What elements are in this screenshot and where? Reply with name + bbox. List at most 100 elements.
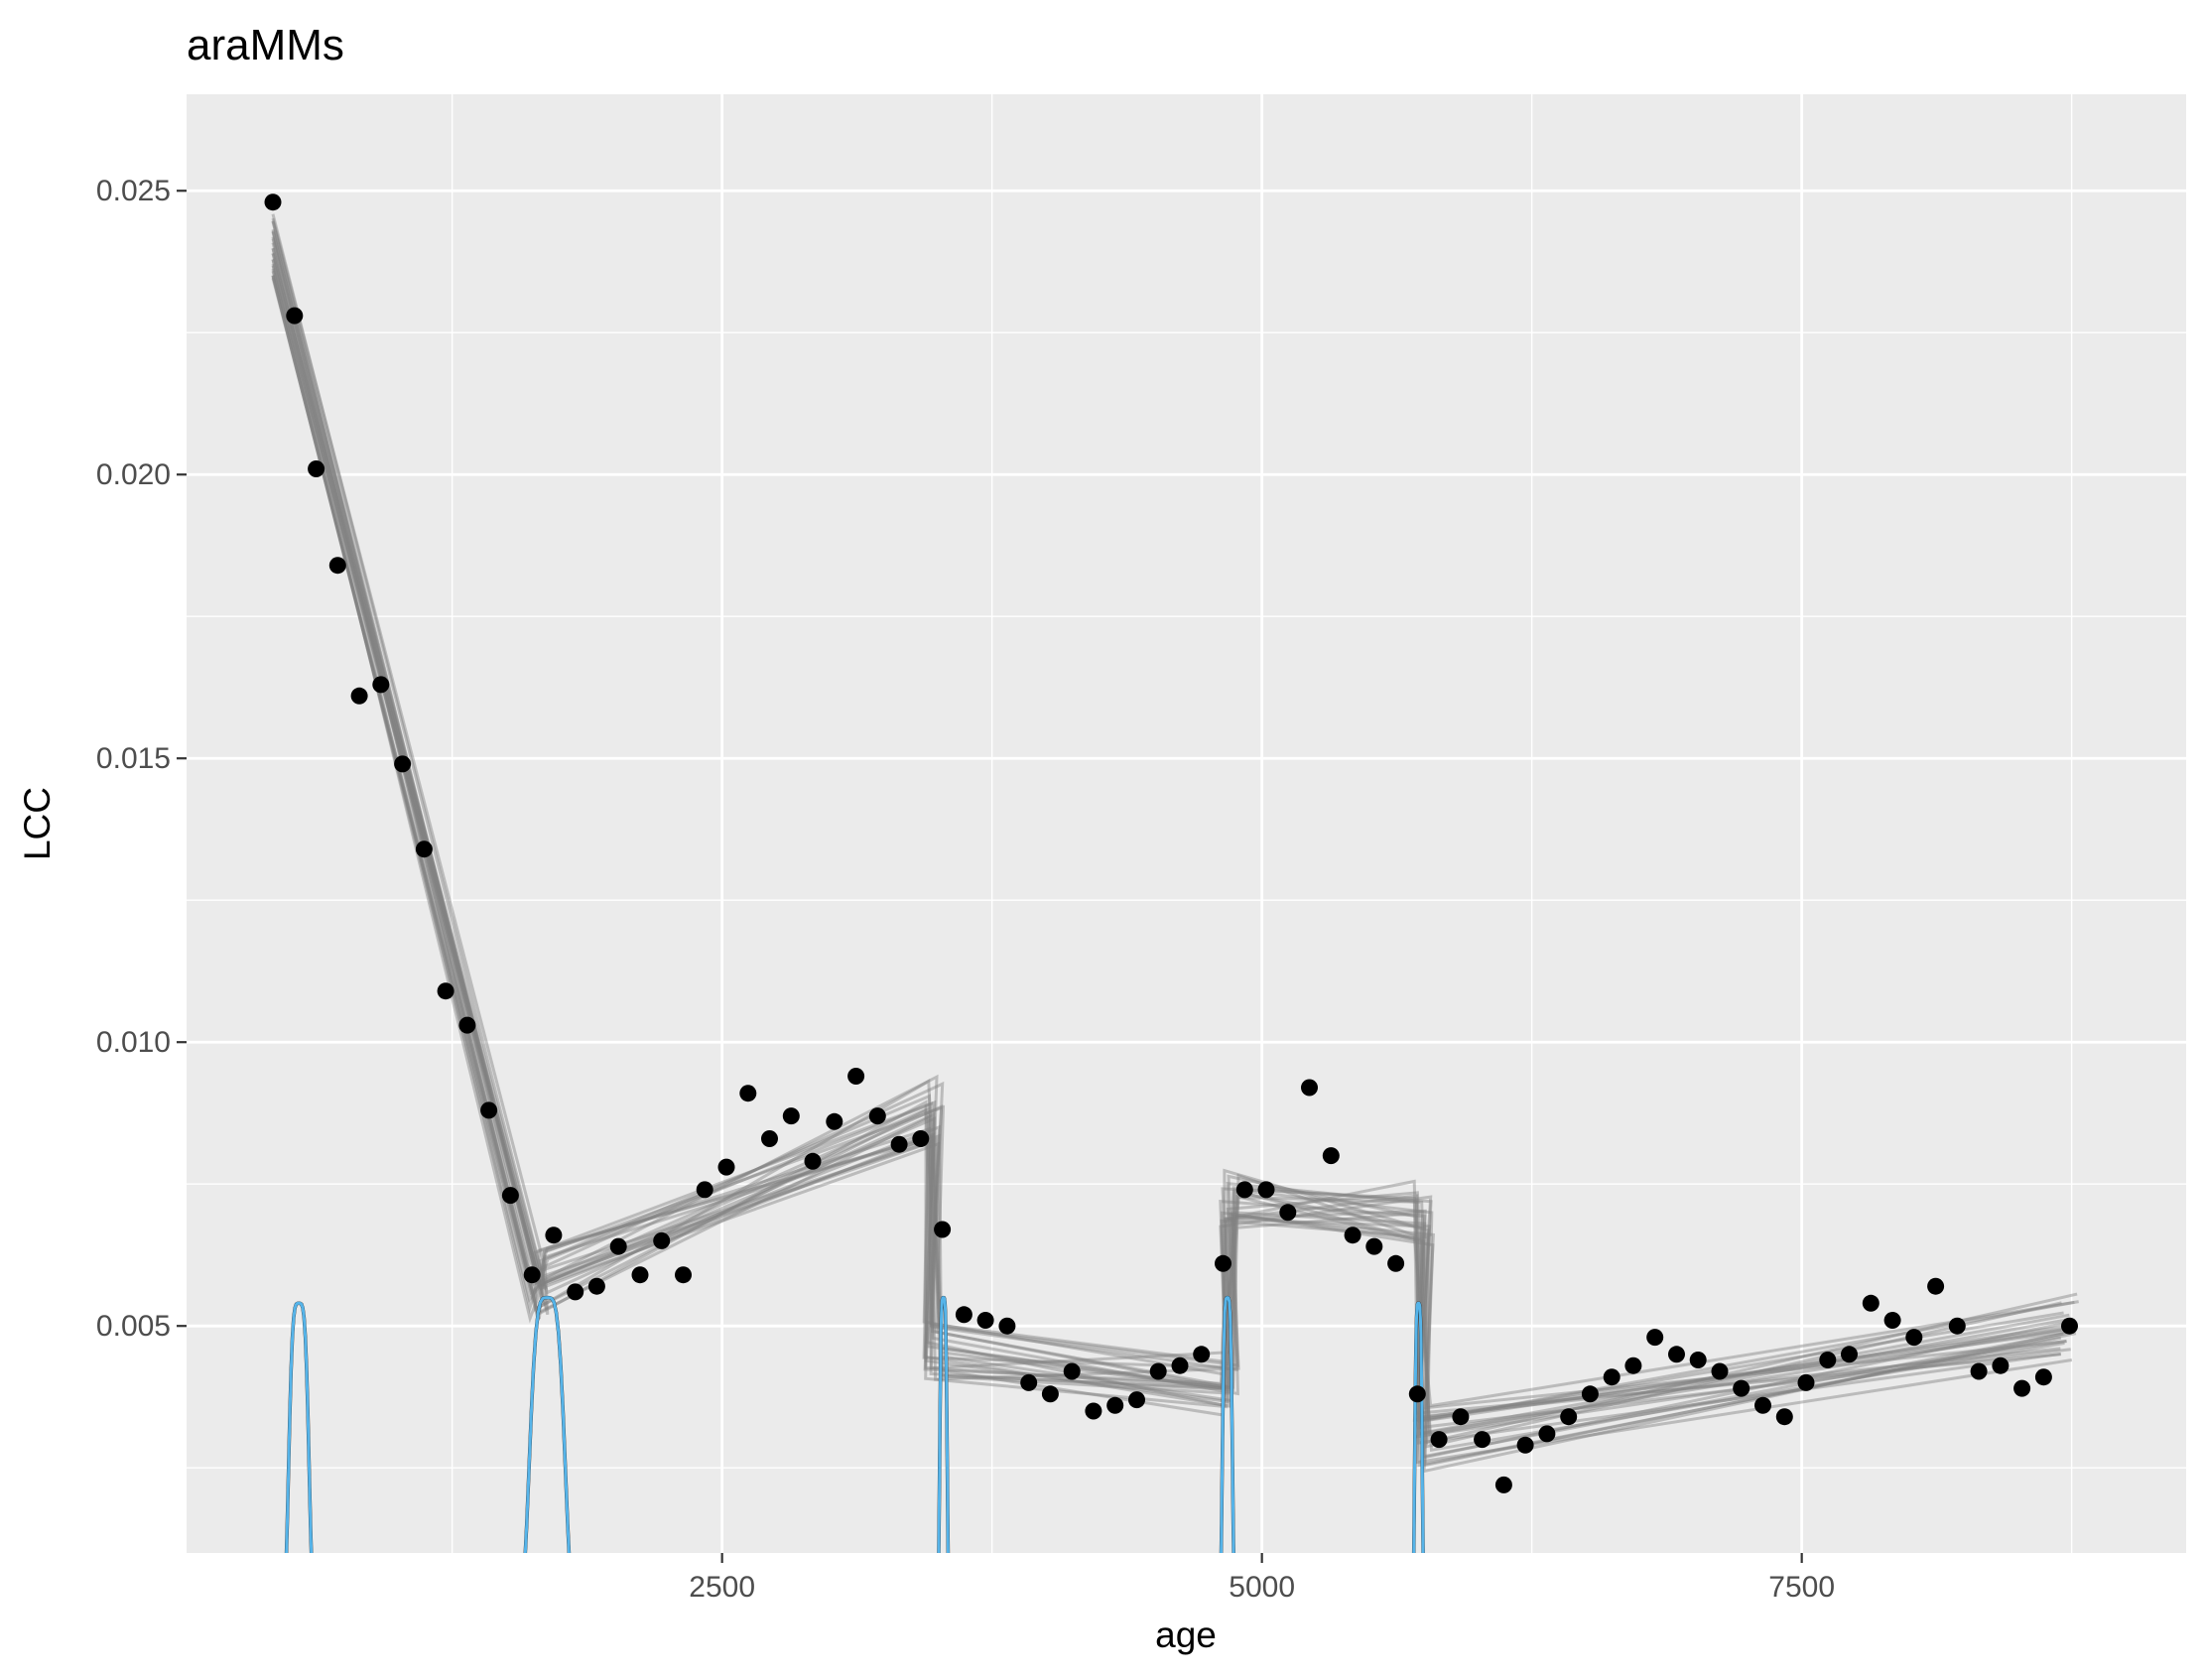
data-point <box>2034 1368 2052 1386</box>
data-point <box>934 1221 952 1238</box>
data-point <box>1992 1357 2010 1374</box>
data-point <box>372 676 390 694</box>
fit-line <box>271 258 2067 1439</box>
data-point <box>545 1227 563 1244</box>
data-point <box>501 1187 519 1205</box>
data-point <box>653 1231 671 1249</box>
data-point <box>1474 1431 1491 1449</box>
data-point <box>1862 1294 1880 1312</box>
fit-line <box>271 228 2067 1437</box>
data-point <box>328 557 346 575</box>
x-axis: 2500 5000 7500 <box>689 1553 1835 1604</box>
data-point <box>1797 1373 1815 1391</box>
y-tick-label: 0.010 <box>96 1026 171 1059</box>
data-point <box>523 1266 541 1284</box>
data-point <box>1494 1476 1512 1493</box>
data-point <box>1581 1385 1599 1403</box>
data-point <box>1408 1385 1426 1403</box>
density-curves <box>284 1295 1425 1553</box>
data-point <box>1106 1396 1124 1414</box>
data-points <box>264 194 2078 1493</box>
data-point <box>458 1016 476 1034</box>
data-point <box>567 1283 584 1301</box>
data-point <box>1279 1204 1297 1222</box>
fit-line <box>271 268 2078 1445</box>
data-point <box>1063 1362 1081 1380</box>
data-point <box>890 1135 908 1153</box>
data-point <box>1301 1079 1318 1097</box>
data-point <box>1603 1368 1621 1386</box>
data-point <box>1841 1346 1858 1363</box>
fit-line <box>271 230 2065 1453</box>
data-point <box>1085 1402 1102 1420</box>
data-point <box>1149 1362 1167 1380</box>
data-point <box>1516 1436 1534 1454</box>
data-point <box>998 1317 1016 1335</box>
y-tick-label: 0.025 <box>96 175 171 207</box>
data-point <box>804 1152 822 1170</box>
data-point <box>1905 1329 1923 1347</box>
data-point <box>1387 1254 1405 1272</box>
y-axis-title: LCC <box>17 787 58 860</box>
data-point <box>1041 1385 1059 1403</box>
data-point <box>1970 1362 1988 1380</box>
data-point <box>1215 1254 1232 1272</box>
data-point <box>1754 1396 1771 1414</box>
data-point <box>1819 1352 1837 1368</box>
data-point <box>1235 1181 1253 1199</box>
y-tick-label: 0.015 <box>96 742 171 775</box>
data-point <box>761 1130 778 1147</box>
data-point <box>2061 1317 2078 1335</box>
data-point <box>1927 1277 1945 1295</box>
data-point <box>1883 1312 1901 1329</box>
x-tick-label: 5000 <box>1229 1571 1295 1604</box>
data-point <box>826 1112 843 1130</box>
data-point <box>286 307 304 324</box>
data-point <box>1646 1329 1664 1347</box>
data-point <box>782 1107 800 1125</box>
data-point <box>847 1068 865 1085</box>
data-point <box>1365 1237 1383 1255</box>
data-point <box>1560 1408 1578 1426</box>
data-point <box>480 1101 498 1119</box>
fit-line <box>271 252 2069 1422</box>
grid-major <box>187 94 2186 1553</box>
y-axis: 0.005 0.010 0.015 0.020 0.025 <box>96 175 187 1343</box>
data-point <box>1452 1408 1470 1426</box>
data-point <box>717 1158 735 1176</box>
data-point <box>1733 1379 1750 1397</box>
data-point <box>1948 1317 1966 1335</box>
data-point <box>587 1277 605 1295</box>
data-point <box>1538 1425 1556 1443</box>
data-point <box>1171 1357 1189 1374</box>
x-tick-label: 2500 <box>689 1571 755 1604</box>
data-point <box>1020 1373 1038 1391</box>
density-curve <box>1412 1301 1425 1553</box>
data-point <box>350 687 368 705</box>
data-point <box>1193 1346 1211 1363</box>
data-point <box>955 1306 972 1324</box>
data-point <box>1775 1408 1793 1426</box>
data-point <box>696 1181 713 1199</box>
grid-minor <box>187 94 2186 1553</box>
data-point <box>912 1130 930 1147</box>
fit-line <box>271 275 2062 1416</box>
data-point <box>675 1266 692 1284</box>
fit-line <box>271 259 2077 1468</box>
density-curve <box>937 1296 950 1553</box>
data-point <box>631 1266 649 1284</box>
density-curve <box>523 1296 571 1553</box>
y-tick-label: 0.005 <box>96 1310 171 1343</box>
y-tick-label: 0.020 <box>96 458 171 491</box>
data-point <box>1711 1362 1729 1380</box>
plot-panel <box>187 94 2186 1553</box>
data-point <box>1624 1357 1642 1374</box>
data-point <box>437 982 454 1000</box>
data-point <box>739 1085 757 1102</box>
data-point <box>1322 1147 1340 1165</box>
data-point <box>1257 1181 1275 1199</box>
x-tick-label: 7500 <box>1768 1571 1835 1604</box>
data-point <box>976 1312 994 1329</box>
chart-title: araMMs <box>187 21 344 69</box>
